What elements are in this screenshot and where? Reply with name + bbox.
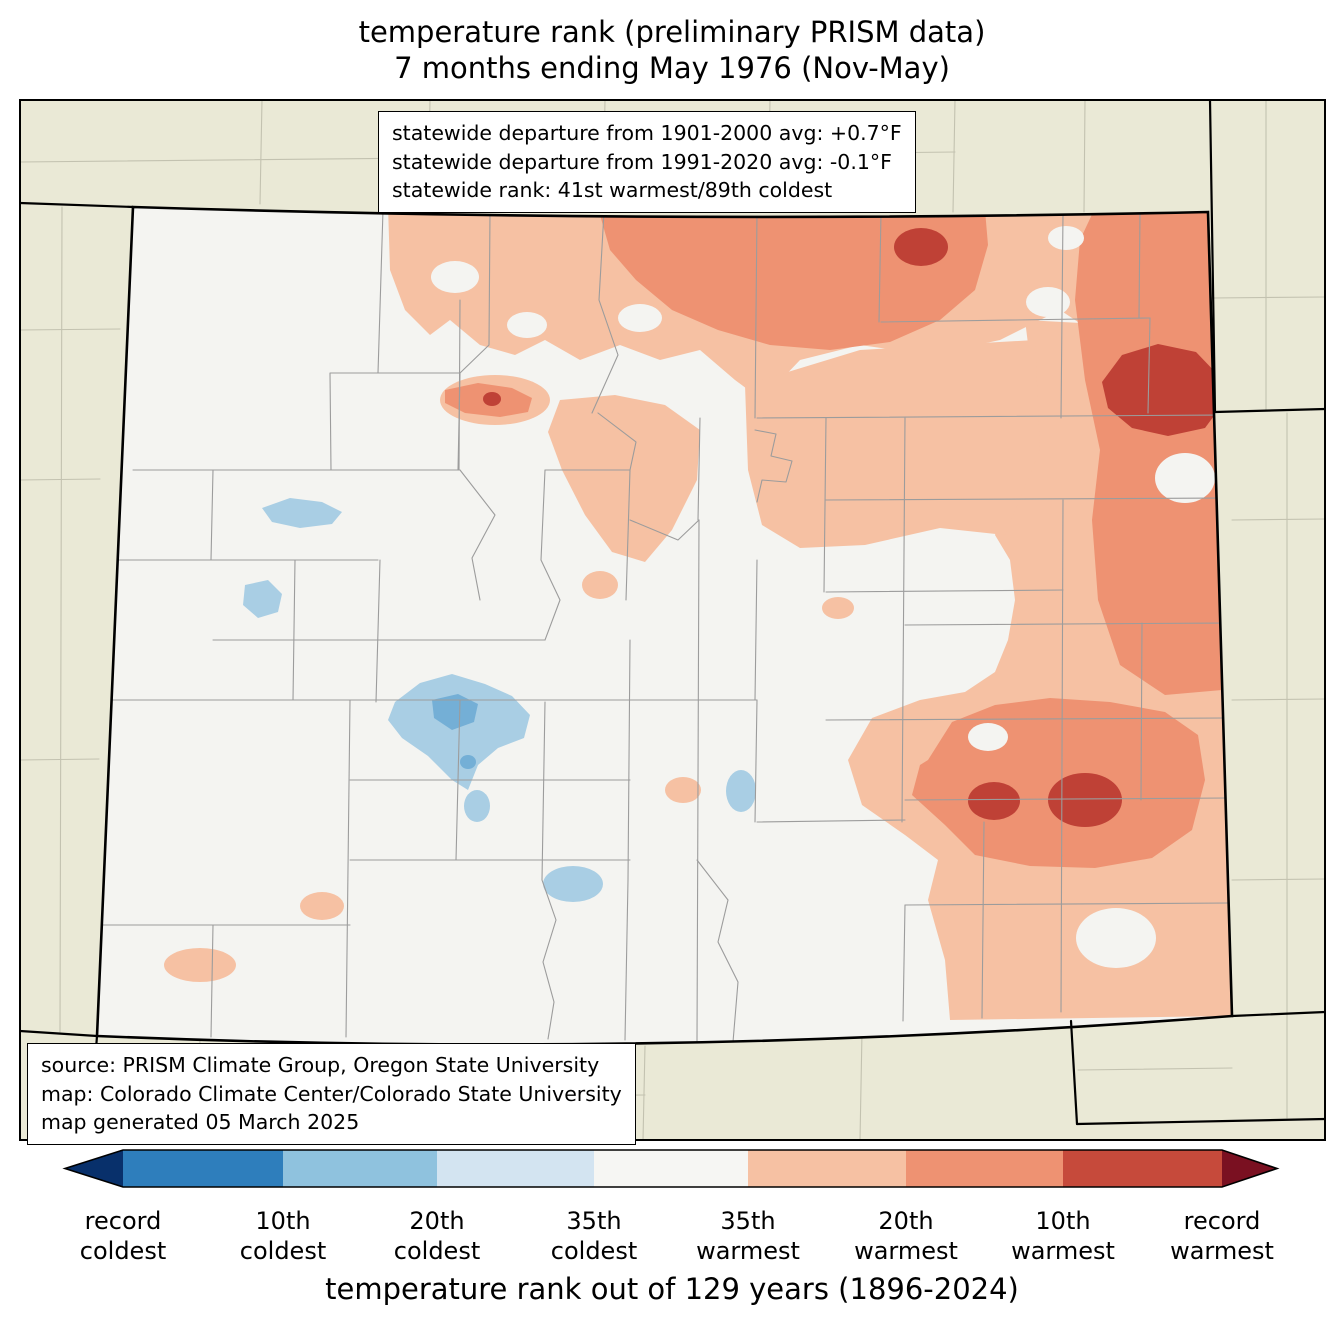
legend-segment-35th-coldest <box>437 1150 594 1187</box>
legend-segment-10th-coldest <box>123 1150 283 1187</box>
legend-segment-neutral <box>594 1150 748 1187</box>
neutral-holes <box>431 226 1215 968</box>
legend-caption: temperature rank out of 129 years (1896-… <box>325 1272 1019 1306</box>
legend-label-35th-warmest: 35th warmest <box>696 1207 800 1265</box>
legend-segment-10th-warmest <box>1063 1150 1222 1187</box>
warm-dark-southeast-spot-2 <box>1048 773 1122 827</box>
neutral-hole-1 <box>431 261 479 293</box>
warm-patch-small-1 <box>582 571 618 599</box>
map-title-line1: temperature rank (preliminary PRISM data… <box>358 15 986 49</box>
warm-dark-regions <box>483 228 1222 827</box>
warm-dark-north-spot <box>894 228 948 266</box>
stats-line-1: statewide departure from 1901-2000 avg: … <box>392 121 902 145</box>
county-boundaries <box>97 209 1230 1043</box>
warm-patch-southwest-1 <box>300 892 344 920</box>
legend-label-record-warmest: record warmest <box>1170 1207 1274 1265</box>
cold-region-central-core <box>432 694 478 730</box>
neutral-hole-8 <box>968 723 1008 751</box>
neutral-hole-4 <box>1026 287 1070 317</box>
legend-label-record-coldest: record coldest <box>79 1207 167 1265</box>
neutral-hole-7 <box>1076 908 1156 968</box>
cold-region-south-1 <box>726 770 756 812</box>
warm-region-mid-plains <box>745 340 1040 548</box>
stats-box: statewide departure from 1901-2000 avg: … <box>378 111 916 213</box>
legend-label-20th-warmest: 20th warmest <box>854 1207 958 1265</box>
warm-dark-east-blob <box>1102 344 1222 436</box>
utah-arizona-border <box>20 1029 99 1038</box>
map-frame <box>19 99 1326 1141</box>
temperature-rank-regions <box>164 207 1232 1020</box>
stats-line-3: statewide rank: 41st warmest/89th coldes… <box>392 178 833 202</box>
warm-dark-southeast-spot-1 <box>968 782 1020 820</box>
cold-region-west-1 <box>262 498 342 528</box>
utah-wyoming-border <box>20 201 135 209</box>
map-title-line2: 7 months ending May 1976 (Nov-May) <box>394 51 950 85</box>
legend-segment-20th-coldest <box>283 1150 437 1187</box>
source-box: source: PRISM Climate Group, Oregon Stat… <box>27 1043 636 1145</box>
source-line-3: map generated 05 March 2025 <box>41 1110 360 1134</box>
legend-segment-20th-warmest <box>906 1150 1063 1187</box>
cold-region-central-core-dot <box>460 755 476 769</box>
cold-region-central-tail <box>464 790 490 822</box>
legend-label-10th-coldest: 10th coldest <box>239 1207 327 1265</box>
warm-patch-southwest-2 <box>164 948 236 982</box>
nebraska-kansas-border <box>1213 407 1325 414</box>
neutral-hole-3 <box>618 304 662 332</box>
legend-colorbar <box>62 1149 1280 1188</box>
oklahoma-newmexico-border <box>1069 1019 1079 1126</box>
neutral-hole-2 <box>507 312 547 338</box>
oklahoma-texas-border <box>1075 1117 1325 1126</box>
legend-label-10th-warmest: 10th warmest <box>1011 1207 1115 1265</box>
kansas-oklahoma-border <box>1230 1010 1325 1018</box>
warm-patch-small-3 <box>665 777 701 803</box>
stats-line-2: statewide departure from 1991-2020 avg: … <box>392 149 892 174</box>
warm-dark-northwest-dot <box>483 392 501 406</box>
neutral-hole-5 <box>1048 226 1084 250</box>
map-title: temperature rank (preliminary PRISM data… <box>0 14 1344 86</box>
legend-segment-record-coldest <box>65 1150 123 1187</box>
warm-region-central-lobe <box>548 395 700 562</box>
source-line-2: map: Colorado Climate Center/Colorado St… <box>41 1081 622 1106</box>
wyoming-nebraska-border <box>1208 100 1217 414</box>
legend-segment-35th-warmest <box>748 1150 906 1187</box>
legend-colorbar-outline <box>62 1149 1280 1188</box>
cold-region-south-2 <box>543 866 603 902</box>
warm-patch-small-2 <box>822 597 854 619</box>
source-line-1: source: PRISM Climate Group, Oregon Stat… <box>41 1053 600 1077</box>
legend-label-35th-coldest: 35th coldest <box>550 1207 638 1265</box>
warm-mid-northeast <box>598 208 988 350</box>
legend-segment-record-warmest <box>1222 1150 1277 1187</box>
warm-mid-east-border <box>1075 208 1222 695</box>
cold-region-west-2 <box>243 580 282 618</box>
neutral-hole-6 <box>1155 453 1215 503</box>
legend-label-20th-coldest: 20th coldest <box>393 1207 481 1265</box>
